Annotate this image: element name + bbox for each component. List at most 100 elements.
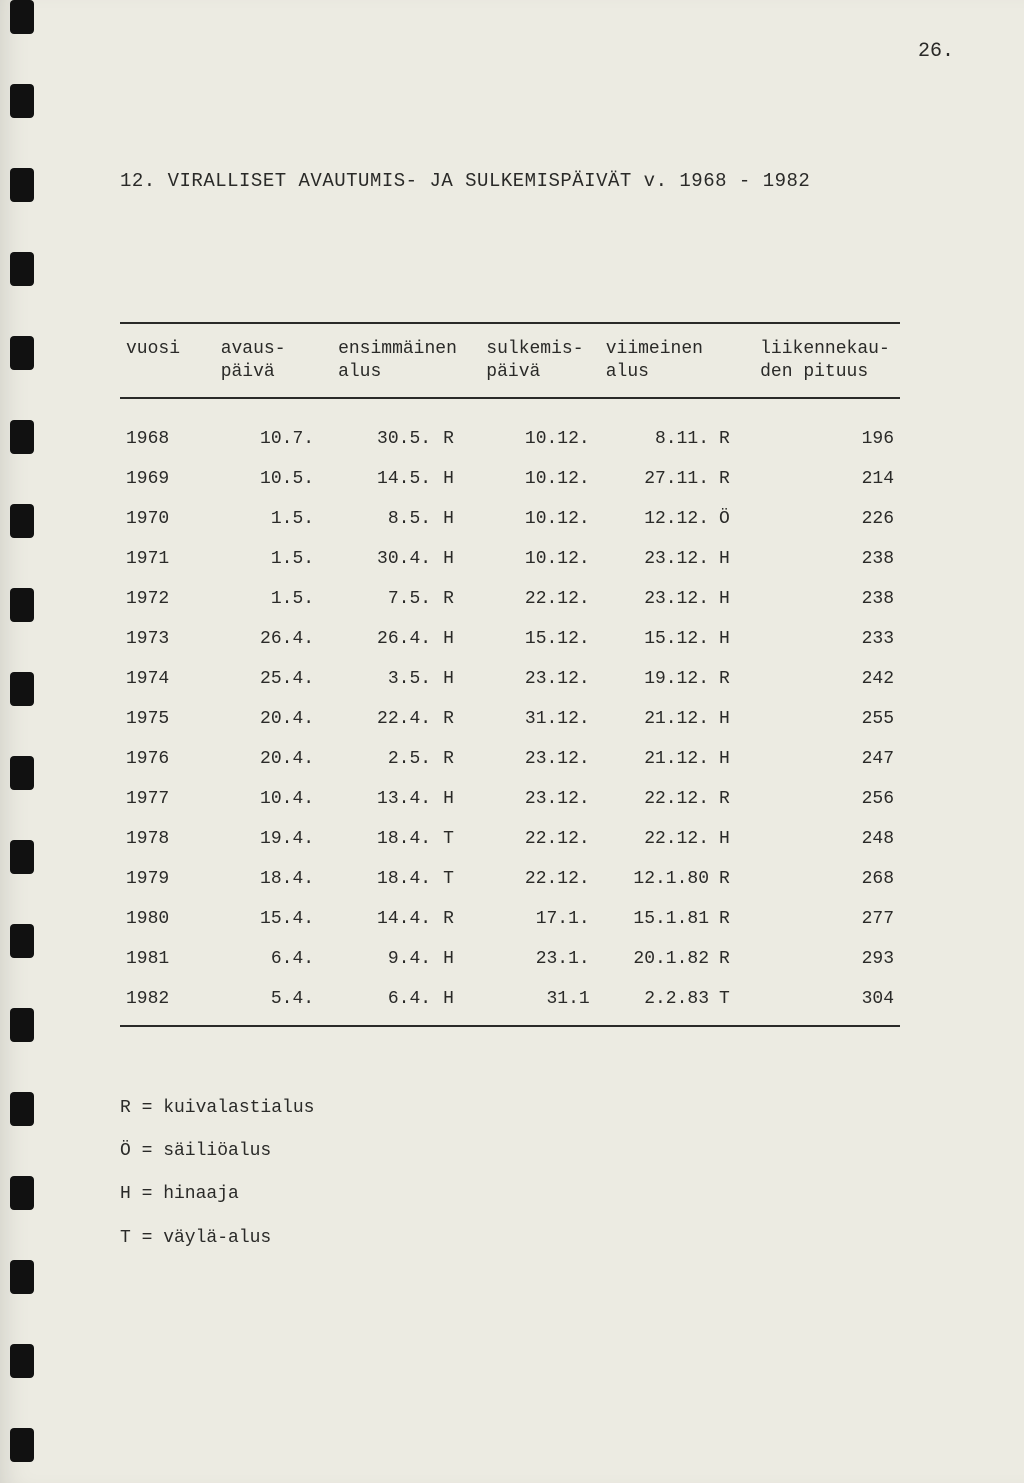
cell-close-day: 10.12. bbox=[480, 459, 599, 499]
cell-close-day: 23.1. bbox=[480, 939, 599, 979]
table-row: 197425.4.3.5.H23.12.19.12.R242 bbox=[120, 659, 900, 699]
cell-first-code: R bbox=[437, 398, 480, 459]
cell-last-date: 2.2.83 bbox=[600, 979, 715, 1026]
cell-last-date: 12.1.80 bbox=[600, 859, 715, 899]
legend: R = kuivalastialusÖ = säiliöalusH = hina… bbox=[120, 1087, 964, 1260]
cell-first-code: R bbox=[437, 899, 480, 939]
cell-close-day: 10.12. bbox=[480, 398, 599, 459]
cell-first-code: R bbox=[437, 699, 480, 739]
cell-length: 214 bbox=[754, 459, 900, 499]
binding-hole bbox=[10, 1092, 34, 1126]
binding-hole bbox=[10, 1176, 34, 1210]
cell-last-date: 22.12. bbox=[600, 779, 715, 819]
cell-length: 304 bbox=[754, 979, 900, 1026]
cell-first-date: 26.4. bbox=[332, 619, 437, 659]
cell-last-date: 23.12. bbox=[600, 539, 715, 579]
page-number: 26. bbox=[918, 40, 954, 63]
cell-last-code: H bbox=[715, 699, 754, 739]
cell-year: 1978 bbox=[120, 819, 215, 859]
cell-length: 238 bbox=[754, 579, 900, 619]
cell-year: 1977 bbox=[120, 779, 215, 819]
cell-year: 1979 bbox=[120, 859, 215, 899]
cell-close-day: 17.1. bbox=[480, 899, 599, 939]
cell-year: 1968 bbox=[120, 398, 215, 459]
cell-close-day: 15.12. bbox=[480, 619, 599, 659]
legend-item: Ö = säiliöalus bbox=[120, 1130, 964, 1173]
binding-hole bbox=[10, 1428, 34, 1462]
cell-year: 1971 bbox=[120, 539, 215, 579]
cell-last-date: 8.11. bbox=[600, 398, 715, 459]
binding-holes bbox=[10, 0, 40, 1483]
cell-last-date: 27.11. bbox=[600, 459, 715, 499]
cell-year: 1973 bbox=[120, 619, 215, 659]
binding-hole bbox=[10, 504, 34, 538]
cell-first-code: H bbox=[437, 979, 480, 1026]
cell-year: 1972 bbox=[120, 579, 215, 619]
cell-open-day: 1.5. bbox=[215, 539, 332, 579]
cell-close-day: 23.12. bbox=[480, 739, 599, 779]
col-header-length: liikennekau-den pituus bbox=[754, 323, 900, 398]
cell-length: 226 bbox=[754, 499, 900, 539]
cell-open-day: 10.4. bbox=[215, 779, 332, 819]
binding-hole bbox=[10, 756, 34, 790]
cell-close-day: 22.12. bbox=[480, 819, 599, 859]
binding-hole bbox=[10, 1260, 34, 1294]
cell-last-code: H bbox=[715, 619, 754, 659]
document-page: 26. 12. VIRALLISET AVAUTUMIS- JA SULKEMI… bbox=[0, 0, 1024, 1483]
table-row: 197710.4.13.4.H23.12.22.12.R256 bbox=[120, 779, 900, 819]
cell-first-date: 9.4. bbox=[332, 939, 437, 979]
cell-close-day: 23.12. bbox=[480, 659, 599, 699]
table-row: 19825.4.6.4.H31.12.2.83T304 bbox=[120, 979, 900, 1026]
cell-last-code: H bbox=[715, 739, 754, 779]
table-row: 196810.7.30.5.R10.12.8.11.R196 bbox=[120, 398, 900, 459]
cell-last-code: R bbox=[715, 398, 754, 459]
cell-last-date: 21.12. bbox=[600, 739, 715, 779]
cell-open-day: 6.4. bbox=[215, 939, 332, 979]
col-header-close: sulkemis-päivä bbox=[480, 323, 599, 398]
section-title: 12. VIRALLISET AVAUTUMIS- JA SULKEMISPÄI… bbox=[120, 170, 964, 192]
binding-hole bbox=[10, 840, 34, 874]
table-row: 19816.4.9.4.H23.1.20.1.82R293 bbox=[120, 939, 900, 979]
table-row: 196910.5.14.5.H10.12.27.11.R214 bbox=[120, 459, 900, 499]
cell-close-day: 10.12. bbox=[480, 499, 599, 539]
cell-length: 248 bbox=[754, 819, 900, 859]
cell-open-day: 25.4. bbox=[215, 659, 332, 699]
cell-first-code: T bbox=[437, 819, 480, 859]
cell-last-code: R bbox=[715, 899, 754, 939]
cell-length: 277 bbox=[754, 899, 900, 939]
cell-last-date: 21.12. bbox=[600, 699, 715, 739]
binding-hole bbox=[10, 336, 34, 370]
cell-first-code: H bbox=[437, 939, 480, 979]
cell-first-code: R bbox=[437, 579, 480, 619]
col-header-last-ship: viimeinenalus bbox=[600, 323, 754, 398]
cell-first-code: R bbox=[437, 739, 480, 779]
cell-last-date: 23.12. bbox=[600, 579, 715, 619]
table-row: 197520.4.22.4.R31.12.21.12.H255 bbox=[120, 699, 900, 739]
cell-close-day: 22.12. bbox=[480, 859, 599, 899]
binding-hole bbox=[10, 924, 34, 958]
cell-first-date: 14.5. bbox=[332, 459, 437, 499]
table-row: 197819.4.18.4.T22.12.22.12.H248 bbox=[120, 819, 900, 859]
cell-close-day: 23.12. bbox=[480, 779, 599, 819]
cell-close-day: 10.12. bbox=[480, 539, 599, 579]
cell-last-code: R bbox=[715, 659, 754, 699]
cell-last-code: H bbox=[715, 819, 754, 859]
cell-open-day: 18.4. bbox=[215, 859, 332, 899]
legend-item: T = väylä-alus bbox=[120, 1217, 964, 1260]
table-header-row: vuosi avaus-päivä ensimmäinenalus sulkem… bbox=[120, 323, 900, 398]
cell-open-day: 20.4. bbox=[215, 739, 332, 779]
cell-last-date: 20.1.82 bbox=[600, 939, 715, 979]
cell-last-code: T bbox=[715, 979, 754, 1026]
cell-first-code: H bbox=[437, 499, 480, 539]
cell-year: 1976 bbox=[120, 739, 215, 779]
cell-length: 255 bbox=[754, 699, 900, 739]
cell-last-code: Ö bbox=[715, 499, 754, 539]
cell-last-date: 22.12. bbox=[600, 819, 715, 859]
cell-open-day: 10.7. bbox=[215, 398, 332, 459]
binding-hole bbox=[10, 1344, 34, 1378]
binding-hole bbox=[10, 1008, 34, 1042]
cell-first-code: H bbox=[437, 779, 480, 819]
cell-open-day: 15.4. bbox=[215, 899, 332, 939]
cell-year: 1974 bbox=[120, 659, 215, 699]
table-row: 197620.4.2.5.R23.12.21.12.H247 bbox=[120, 739, 900, 779]
